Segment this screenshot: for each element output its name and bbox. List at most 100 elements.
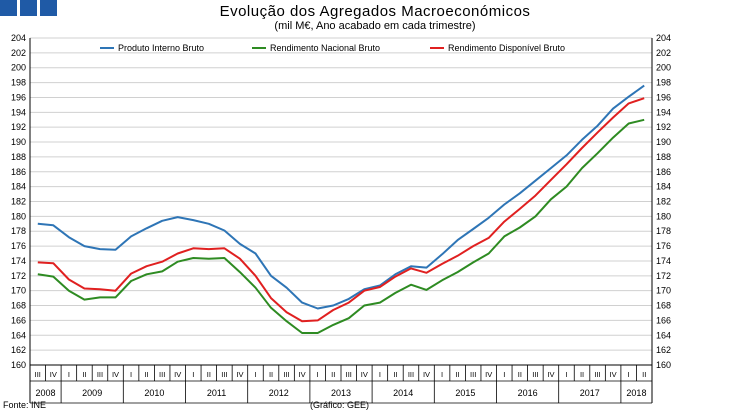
y-tick-label-left: 180 [11, 211, 26, 221]
quarter-label: I [441, 370, 443, 379]
year-label: 2013 [331, 388, 351, 398]
quarter-label: II [82, 370, 86, 379]
chart-subtitle: (mil M€, Ano acabado em cada trimestre) [274, 20, 476, 32]
y-tick-label-right: 194 [656, 107, 671, 117]
quarter-label: IV [174, 370, 181, 379]
quarter-label: II [145, 370, 149, 379]
quarter-label: IV [423, 370, 430, 379]
quarter-label: I [565, 370, 567, 379]
quarter-label: II [393, 370, 397, 379]
quarter-label: III [594, 370, 600, 379]
year-label: 2015 [455, 388, 475, 398]
y-tick-label-left: 182 [11, 197, 26, 207]
y-tick-label-right: 184 [656, 182, 671, 192]
y-tick-label-right: 182 [656, 197, 671, 207]
year-label: 2010 [144, 388, 164, 398]
y-tick-label-right: 170 [656, 286, 671, 296]
y-tick-label-right: 200 [656, 63, 671, 73]
quarter-label: III [532, 370, 538, 379]
y-tick-label-right: 186 [656, 167, 671, 177]
y-tick-label-right: 180 [656, 211, 671, 221]
quarter-label: III [470, 370, 476, 379]
y-tick-label-left: 200 [11, 63, 26, 73]
quarter-label: I [503, 370, 505, 379]
y-tick-label-right: 160 [656, 360, 671, 370]
year-label: 2017 [580, 388, 600, 398]
y-tick-label-left: 164 [11, 330, 26, 340]
quarter-label: II [456, 370, 460, 379]
quarter-label: I [130, 370, 132, 379]
quarter-label: III [408, 370, 414, 379]
quarter-label: I [317, 370, 319, 379]
year-label: 2009 [82, 388, 102, 398]
y-tick-label-right: 204 [656, 33, 671, 43]
y-tick-label-left: 168 [11, 301, 26, 311]
quarter-label: IV [50, 370, 57, 379]
y-tick-label-right: 168 [656, 301, 671, 311]
legend-label: Produto Interno Bruto [118, 43, 204, 53]
quarter-label: III [97, 370, 103, 379]
quarter-label: I [68, 370, 70, 379]
y-tick-label-right: 172 [656, 271, 671, 281]
year-label: 2016 [518, 388, 538, 398]
quarter-label: I [379, 370, 381, 379]
legend-label: Rendimento Disponível Bruto [448, 43, 565, 53]
y-tick-label-left: 192 [11, 122, 26, 132]
quarter-label: IV [485, 370, 492, 379]
y-tick-label-right: 196 [656, 92, 671, 102]
y-tick-label-right: 198 [656, 78, 671, 88]
y-tick-label-right: 166 [656, 315, 671, 325]
chart-title: Evolução dos Agregados Macroeconómicos [219, 3, 531, 20]
y-tick-label-left: 194 [11, 107, 26, 117]
year-label: 2014 [393, 388, 413, 398]
quarter-label: IV [361, 370, 368, 379]
quarter-label: III [346, 370, 352, 379]
y-tick-label-right: 190 [656, 137, 671, 147]
source-note: Fonte: INE [3, 400, 47, 410]
year-label: 2011 [207, 388, 226, 398]
quarter-label: IV [236, 370, 243, 379]
y-tick-label-left: 202 [11, 48, 26, 58]
y-tick-label-left: 198 [11, 78, 26, 88]
y-tick-label-left: 162 [11, 345, 26, 355]
y-tick-label-left: 166 [11, 315, 26, 325]
quarter-label: I [628, 370, 630, 379]
y-tick-label-right: 202 [656, 48, 671, 58]
y-tick-label-right: 192 [656, 122, 671, 132]
y-tick-label-left: 176 [11, 241, 26, 251]
quarter-label: I [254, 370, 256, 379]
y-tick-label-left: 184 [11, 182, 26, 192]
y-tick-label-right: 188 [656, 152, 671, 162]
series-line-2 [37, 118, 645, 334]
quarter-label: IV [299, 370, 306, 379]
quarter-label: III [35, 370, 41, 379]
quarter-label: IV [610, 370, 617, 379]
quarter-label: II [518, 370, 522, 379]
y-tick-label-left: 196 [11, 92, 26, 102]
y-tick-label-right: 178 [656, 226, 671, 236]
series-line-3 [37, 97, 645, 323]
y-tick-label-left: 170 [11, 286, 26, 296]
year-label: 2008 [36, 388, 56, 398]
y-tick-label-left: 204 [11, 33, 26, 43]
year-label: 2018 [626, 388, 646, 398]
quarter-label: II [331, 370, 335, 379]
y-tick-label-right: 174 [656, 256, 671, 266]
quarter-label: IV [547, 370, 554, 379]
logo-square [0, 0, 17, 16]
y-tick-label-left: 190 [11, 137, 26, 147]
quarter-label: IV [112, 370, 119, 379]
y-tick-label-left: 188 [11, 152, 26, 162]
quarter-label: III [159, 370, 165, 379]
chart-credit: (Gráfico: GEE) [310, 400, 370, 410]
logo-square [20, 0, 37, 16]
y-tick-label-right: 164 [656, 330, 671, 340]
quarter-label: III [221, 370, 227, 379]
y-tick-label-left: 172 [11, 271, 26, 281]
y-tick-label-right: 162 [656, 345, 671, 355]
gee-logo-squares-icon [0, 0, 57, 16]
quarter-label: II [642, 370, 646, 379]
y-tick-label-right: 176 [656, 241, 671, 251]
y-tick-label-left: 160 [11, 360, 26, 370]
